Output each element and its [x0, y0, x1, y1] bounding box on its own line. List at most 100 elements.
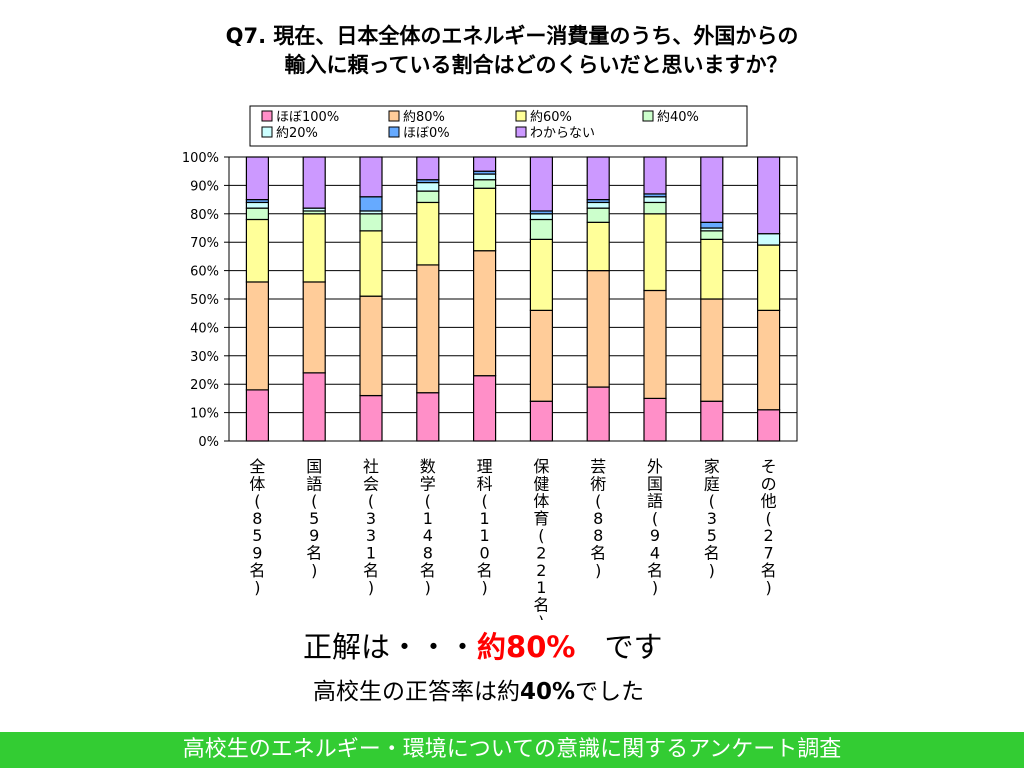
bar-segment [643, 156, 667, 195]
bar-segment [643, 397, 667, 442]
bar-segment [643, 201, 667, 215]
bar-segment [416, 264, 440, 394]
bar-segment [416, 190, 440, 204]
legend-label: 約60% [530, 110, 572, 125]
answer-text: 正解は・・・約80% です [303, 624, 662, 666]
bar-segment [586, 221, 610, 272]
legend-label: ほぼ100% [276, 110, 339, 125]
bar-segment [473, 187, 497, 252]
bar-segment [245, 201, 269, 209]
answer-suffix: です [575, 630, 663, 664]
x-category-label: 理科(1 1 0 名) [477, 457, 493, 597]
bar-segment [756, 244, 781, 311]
bar-segment [245, 389, 269, 442]
y-tick-label: 100% [182, 151, 219, 166]
x-category-label: 全体(8 5 9 名) [249, 457, 265, 597]
bar-segment [700, 238, 724, 300]
bar-segment [756, 409, 781, 442]
bar-segment [302, 213, 326, 283]
bar-segment [586, 201, 610, 209]
bar-segment [586, 270, 610, 388]
bar-segment [359, 230, 383, 297]
y-tick-label: 10% [190, 407, 219, 422]
y-tick-label: 60% [190, 265, 219, 280]
y-tick-label: 70% [190, 236, 219, 251]
bar-segment [473, 173, 497, 181]
bar-segment [302, 372, 326, 442]
bar-segment [586, 207, 610, 223]
y-tick-label: 20% [190, 378, 219, 393]
bar-segment [302, 281, 326, 374]
bar-segment [245, 281, 269, 391]
y-tick-label: 80% [190, 208, 219, 223]
bar-segment [359, 213, 383, 232]
y-tick-label: 0% [198, 435, 219, 450]
answer-highlight: 約80% [477, 630, 576, 664]
bar-segment [700, 400, 724, 442]
y-tick-label: 30% [190, 350, 219, 365]
x-category-label: 芸術(8 8 名) [590, 457, 606, 580]
bar-segment [473, 250, 497, 377]
bar-segment [586, 386, 610, 442]
bar-segment [529, 309, 554, 402]
bar-segment [529, 156, 554, 212]
bar-segment [416, 181, 440, 192]
bar-segment [359, 394, 383, 442]
question-line-1: Q7. 現在、日本全体のエネルギー消費量のうち、外国からの [225, 24, 799, 48]
bar-segment [359, 156, 383, 198]
bar-segment [700, 221, 724, 229]
bar-segment [643, 213, 667, 292]
legend-label: ほぼ0% [403, 126, 450, 141]
x-category-label: 国語(5 9 名) [306, 457, 322, 580]
bar-segment [359, 196, 383, 212]
question-line-2: 輸入に頼っている割合はどのくらいだと思いますか？ [284, 53, 788, 77]
bar-segment [359, 295, 383, 397]
bar-segment [700, 298, 724, 402]
x-category-label: 家庭(3 5 名) [704, 457, 720, 580]
stacked-bar-chart: ほぼ100% 約80% 約60% 約40% 約20% ほぼ0% わからない 0% 10% 20% 3… [182, 105, 798, 620]
y-tick-label: 40% [190, 321, 219, 336]
legend-label: 約80% [403, 110, 445, 125]
result-text: 高校生の正答率は約40%でした [313, 672, 644, 706]
legend-swatch [261, 110, 273, 122]
bar-segment [416, 156, 440, 181]
bar-segment [700, 230, 724, 240]
bar-segment [756, 233, 781, 246]
legend-label: 約20% [276, 126, 318, 141]
bar-segment [700, 156, 724, 223]
result-suffix: でした [575, 679, 645, 705]
bar-segment [245, 207, 269, 221]
bar-segment [586, 156, 610, 201]
footer-banner: 高校生のエネルギー・環境についての意識に関するアンケート調査 [0, 732, 1024, 768]
legend-swatch [515, 110, 527, 122]
legend-swatch [515, 126, 527, 138]
answer-prefix: 正解は・・・ [303, 630, 478, 664]
bar-segment [529, 400, 554, 442]
legend-swatch [261, 126, 273, 138]
y-tick-label: 50% [190, 293, 219, 308]
question-title: Q7. 現在、日本全体のエネルギー消費量のうち、外国からの 輸入に頼っている割合… [0, 22, 1024, 80]
result-prefix: 高校生の正答率は約 [313, 679, 520, 705]
bar-segment [643, 196, 667, 204]
bar-segment [302, 156, 326, 209]
bar-segment [529, 213, 554, 221]
bar-segment [245, 218, 269, 283]
x-category-label: 社会(3 3 1 名) [363, 457, 379, 597]
bar-segment [643, 289, 667, 400]
bar-segment [416, 201, 440, 266]
bar-segment [245, 156, 269, 201]
result-value: 40% [520, 679, 576, 705]
bar-segment [473, 179, 497, 189]
bar-segment [473, 156, 497, 172]
x-category-label: その他(2 7 名) [761, 457, 777, 597]
bar-segment [473, 375, 497, 442]
bar-segment [756, 309, 781, 411]
bar-segment [529, 218, 554, 240]
y-tick-label: 90% [190, 179, 219, 194]
legend-swatch [388, 110, 400, 122]
x-category-label: 数学(1 4 8 名) [420, 457, 436, 597]
legend-label: わからない [530, 126, 595, 141]
legend-label: 約40% [657, 110, 699, 125]
bar-segment [416, 392, 440, 442]
